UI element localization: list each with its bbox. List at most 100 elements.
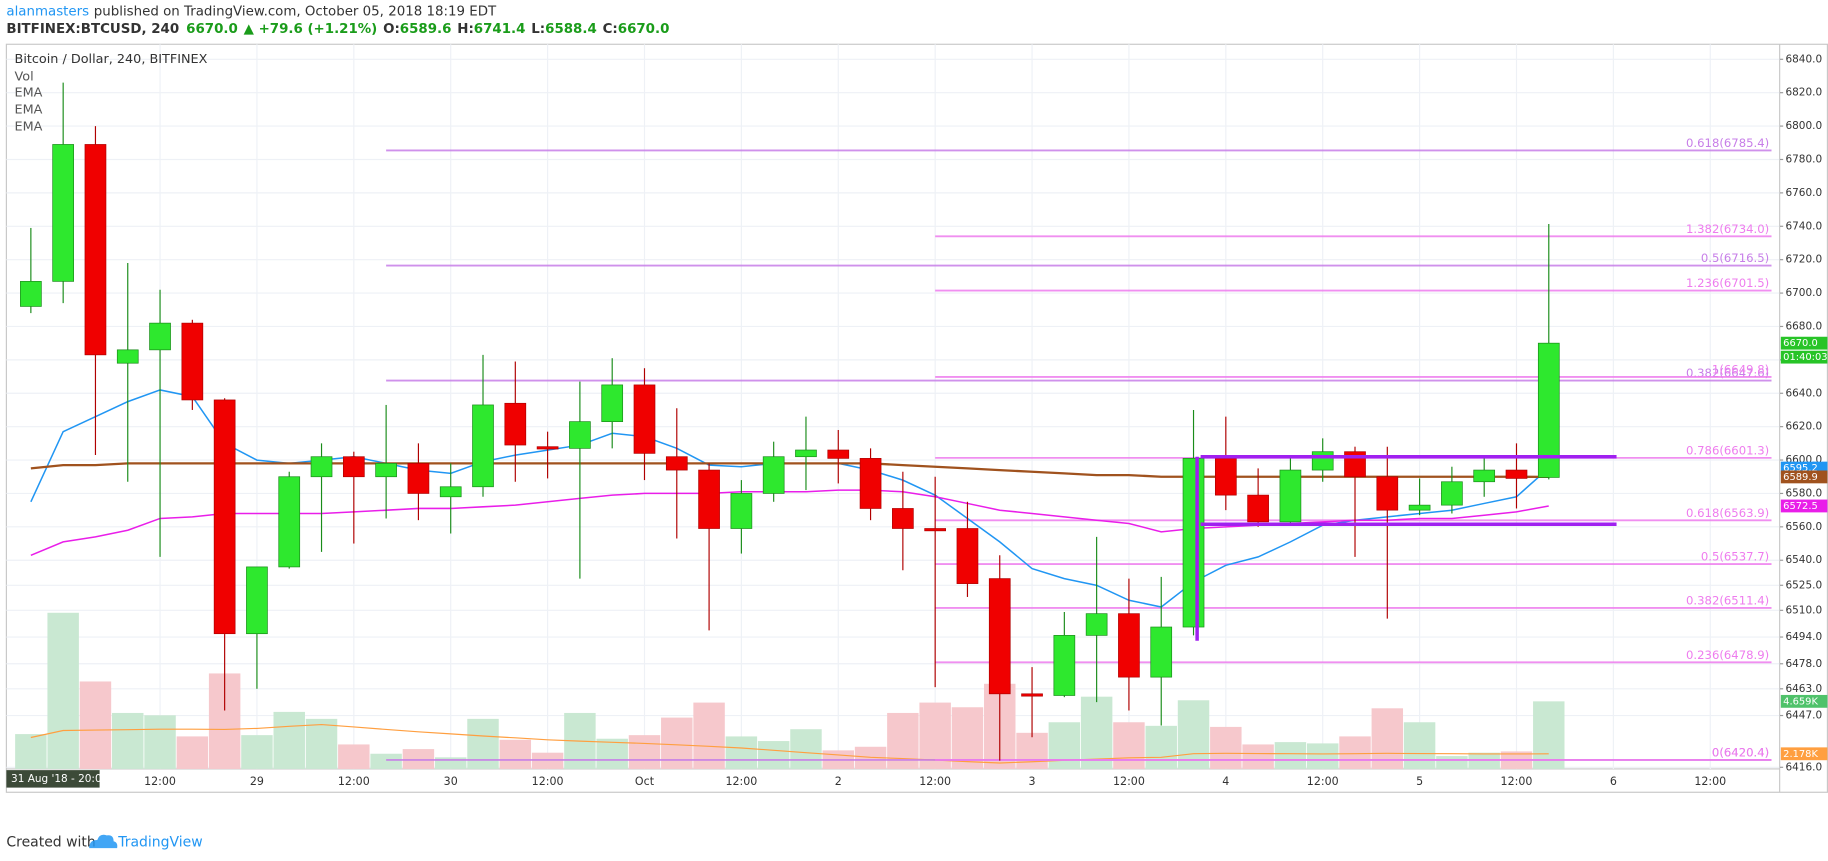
cursor-label: 31 Aug '18 - 20:00 (11, 773, 108, 785)
author[interactable]: alanmasters (6, 5, 89, 20)
candle-body (827, 449, 850, 459)
fib-label: 0.5(6716.5) (1701, 251, 1769, 265)
volume-bar (596, 738, 628, 769)
candle-body (1311, 451, 1334, 471)
volume-bar (1210, 726, 1242, 769)
candle-body (892, 508, 914, 529)
legend-item: EMA (15, 103, 43, 118)
volume-badge-bg (1780, 694, 1828, 708)
y-tick-label: 6416.0 (1785, 761, 1822, 773)
candle-body (1085, 613, 1108, 636)
x-tick-label: 2 (835, 775, 842, 788)
y-tick-label: 6740.0 (1785, 220, 1822, 232)
volume-bar (112, 712, 144, 769)
y-tick-label: 6780.0 (1785, 153, 1822, 165)
volume-bar (725, 736, 758, 769)
candle-body (1408, 504, 1431, 511)
candle-body (181, 322, 204, 401)
volume-bar (1016, 732, 1048, 769)
change: ▲ +79.6 (+1.21%) (244, 22, 378, 37)
volume-bar (79, 681, 112, 769)
y-tick-label: 6478.0 (1785, 658, 1822, 670)
volume-bar (693, 702, 725, 769)
candle-body (1376, 476, 1399, 511)
y-tick-label: 6447.0 (1785, 710, 1822, 722)
y-tick-label: 6580.0 (1785, 487, 1822, 499)
brand[interactable]: TradingView (117, 834, 202, 850)
x-tick-label: 12:00 (919, 775, 951, 788)
candle-body (310, 456, 333, 478)
volume-bar (951, 707, 984, 769)
x-tick-label: 12:00 (725, 775, 757, 788)
volume-bar (1274, 742, 1307, 769)
volume-bar (47, 612, 79, 769)
candle-body (246, 566, 268, 635)
countdown-badge: 01:40:03 (1783, 352, 1827, 363)
y-tick-label: 6620.0 (1785, 421, 1822, 433)
cursor-badge (6, 770, 100, 788)
fib-label: 0.618(6563.9) (1686, 506, 1769, 520)
candle-body (116, 349, 139, 364)
candle-body (762, 456, 785, 494)
candle-body (1021, 693, 1043, 697)
price-badge-bg (1780, 499, 1828, 513)
x-tick-label: 4 (1222, 775, 1229, 788)
countdown-badge-bg (1780, 350, 1828, 364)
y-tick-label: 6840.0 (1785, 53, 1822, 65)
volume-bar (790, 729, 822, 769)
fib-label: 1.382(6734.0) (1686, 222, 1769, 236)
candle-body (1053, 635, 1076, 696)
candle-body (1118, 613, 1140, 678)
fib-label: 0.382(6511.4) (1686, 594, 1769, 608)
symbol-line: BITFINEX:BTCUSD, 240 6670.0 ▲ +79.6 (+1.21… (6, 22, 669, 37)
candle-body (601, 384, 624, 422)
volume-bar (1403, 722, 1436, 769)
ohlc-key: O: (383, 22, 400, 37)
fib-label: 1(6649.8) (1712, 362, 1769, 376)
ohlc-key: H: (457, 22, 474, 37)
y-tick-label: 6820.0 (1785, 87, 1822, 99)
candle-body (439, 486, 462, 498)
volume-badge: 4.659K (1783, 696, 1818, 707)
ohlc-value: 6670.0 (618, 22, 670, 37)
candle-body (84, 144, 107, 356)
candle-body (859, 458, 882, 509)
candle-body (1150, 626, 1173, 678)
candle-body (213, 399, 236, 635)
fib-label: 0(6420.4) (1712, 745, 1769, 759)
volume-bar (370, 753, 402, 769)
volume-bar (176, 736, 209, 769)
volume-badge: 2.178K (1783, 749, 1818, 760)
candle-body (536, 446, 559, 450)
legend-item: Vol (15, 69, 34, 84)
y-tick-label: 6463.0 (1785, 683, 1822, 695)
ohlc-value: 6588.4 (545, 22, 597, 37)
x-tick-label: 12:00 (1694, 775, 1726, 788)
volume-bar (628, 735, 661, 769)
candle-body (149, 322, 171, 351)
volume-bar (241, 735, 273, 769)
volume-bar (757, 741, 790, 769)
volume-bar (919, 702, 951, 769)
volume-bar (1339, 736, 1371, 769)
candle-body (1473, 469, 1496, 483)
volume-bar (273, 711, 305, 769)
fib-label: 0(6420.4) (1712, 745, 1769, 759)
y-tick-label: 6680.0 (1785, 320, 1822, 332)
candle-body (730, 493, 753, 529)
legend-title: Bitcoin / Dollar, 240, BITFINEX (15, 52, 208, 67)
last: 6670.0 (186, 22, 238, 37)
candle-body (1182, 458, 1205, 628)
chart-frame (5, 43, 1828, 793)
volume-bar (1080, 696, 1113, 769)
plot: 0.618(6785.4)0.5(6716.5)0.382(6647.6)0(6… (6, 44, 1780, 769)
volume-bar (1242, 744, 1274, 769)
publish-line: alanmasters published on TradingView.com,… (6, 5, 497, 20)
volume-bar (1048, 722, 1081, 769)
symbol: BITFINEX:BTCUSD, 240 (6, 22, 179, 37)
candle-body (1537, 342, 1560, 478)
x-tick-label: 29 (250, 775, 264, 788)
volume-bar (1533, 701, 1565, 769)
y-tick-label: 6760.0 (1785, 187, 1822, 199)
